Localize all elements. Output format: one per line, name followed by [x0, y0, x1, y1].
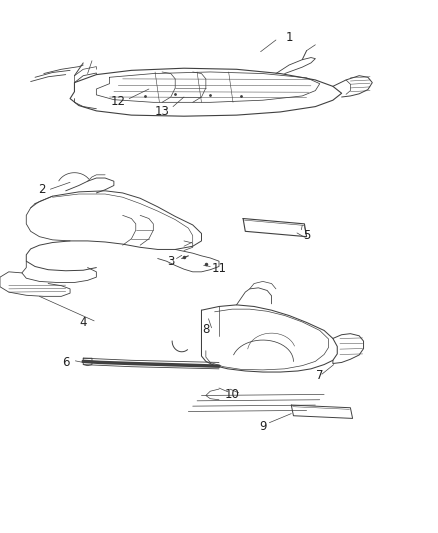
Text: 6: 6 — [62, 356, 70, 369]
Text: 10: 10 — [225, 388, 240, 401]
Text: 3: 3 — [167, 255, 174, 268]
Text: 1: 1 — [285, 31, 293, 44]
Text: 13: 13 — [155, 106, 170, 118]
Text: 12: 12 — [111, 95, 126, 108]
Text: 11: 11 — [212, 262, 226, 274]
Text: 4: 4 — [79, 317, 87, 329]
Text: 8: 8 — [202, 323, 209, 336]
Text: 5: 5 — [303, 229, 310, 242]
Text: 2: 2 — [38, 183, 46, 196]
Text: 7: 7 — [316, 369, 324, 382]
Text: 9: 9 — [259, 420, 267, 433]
